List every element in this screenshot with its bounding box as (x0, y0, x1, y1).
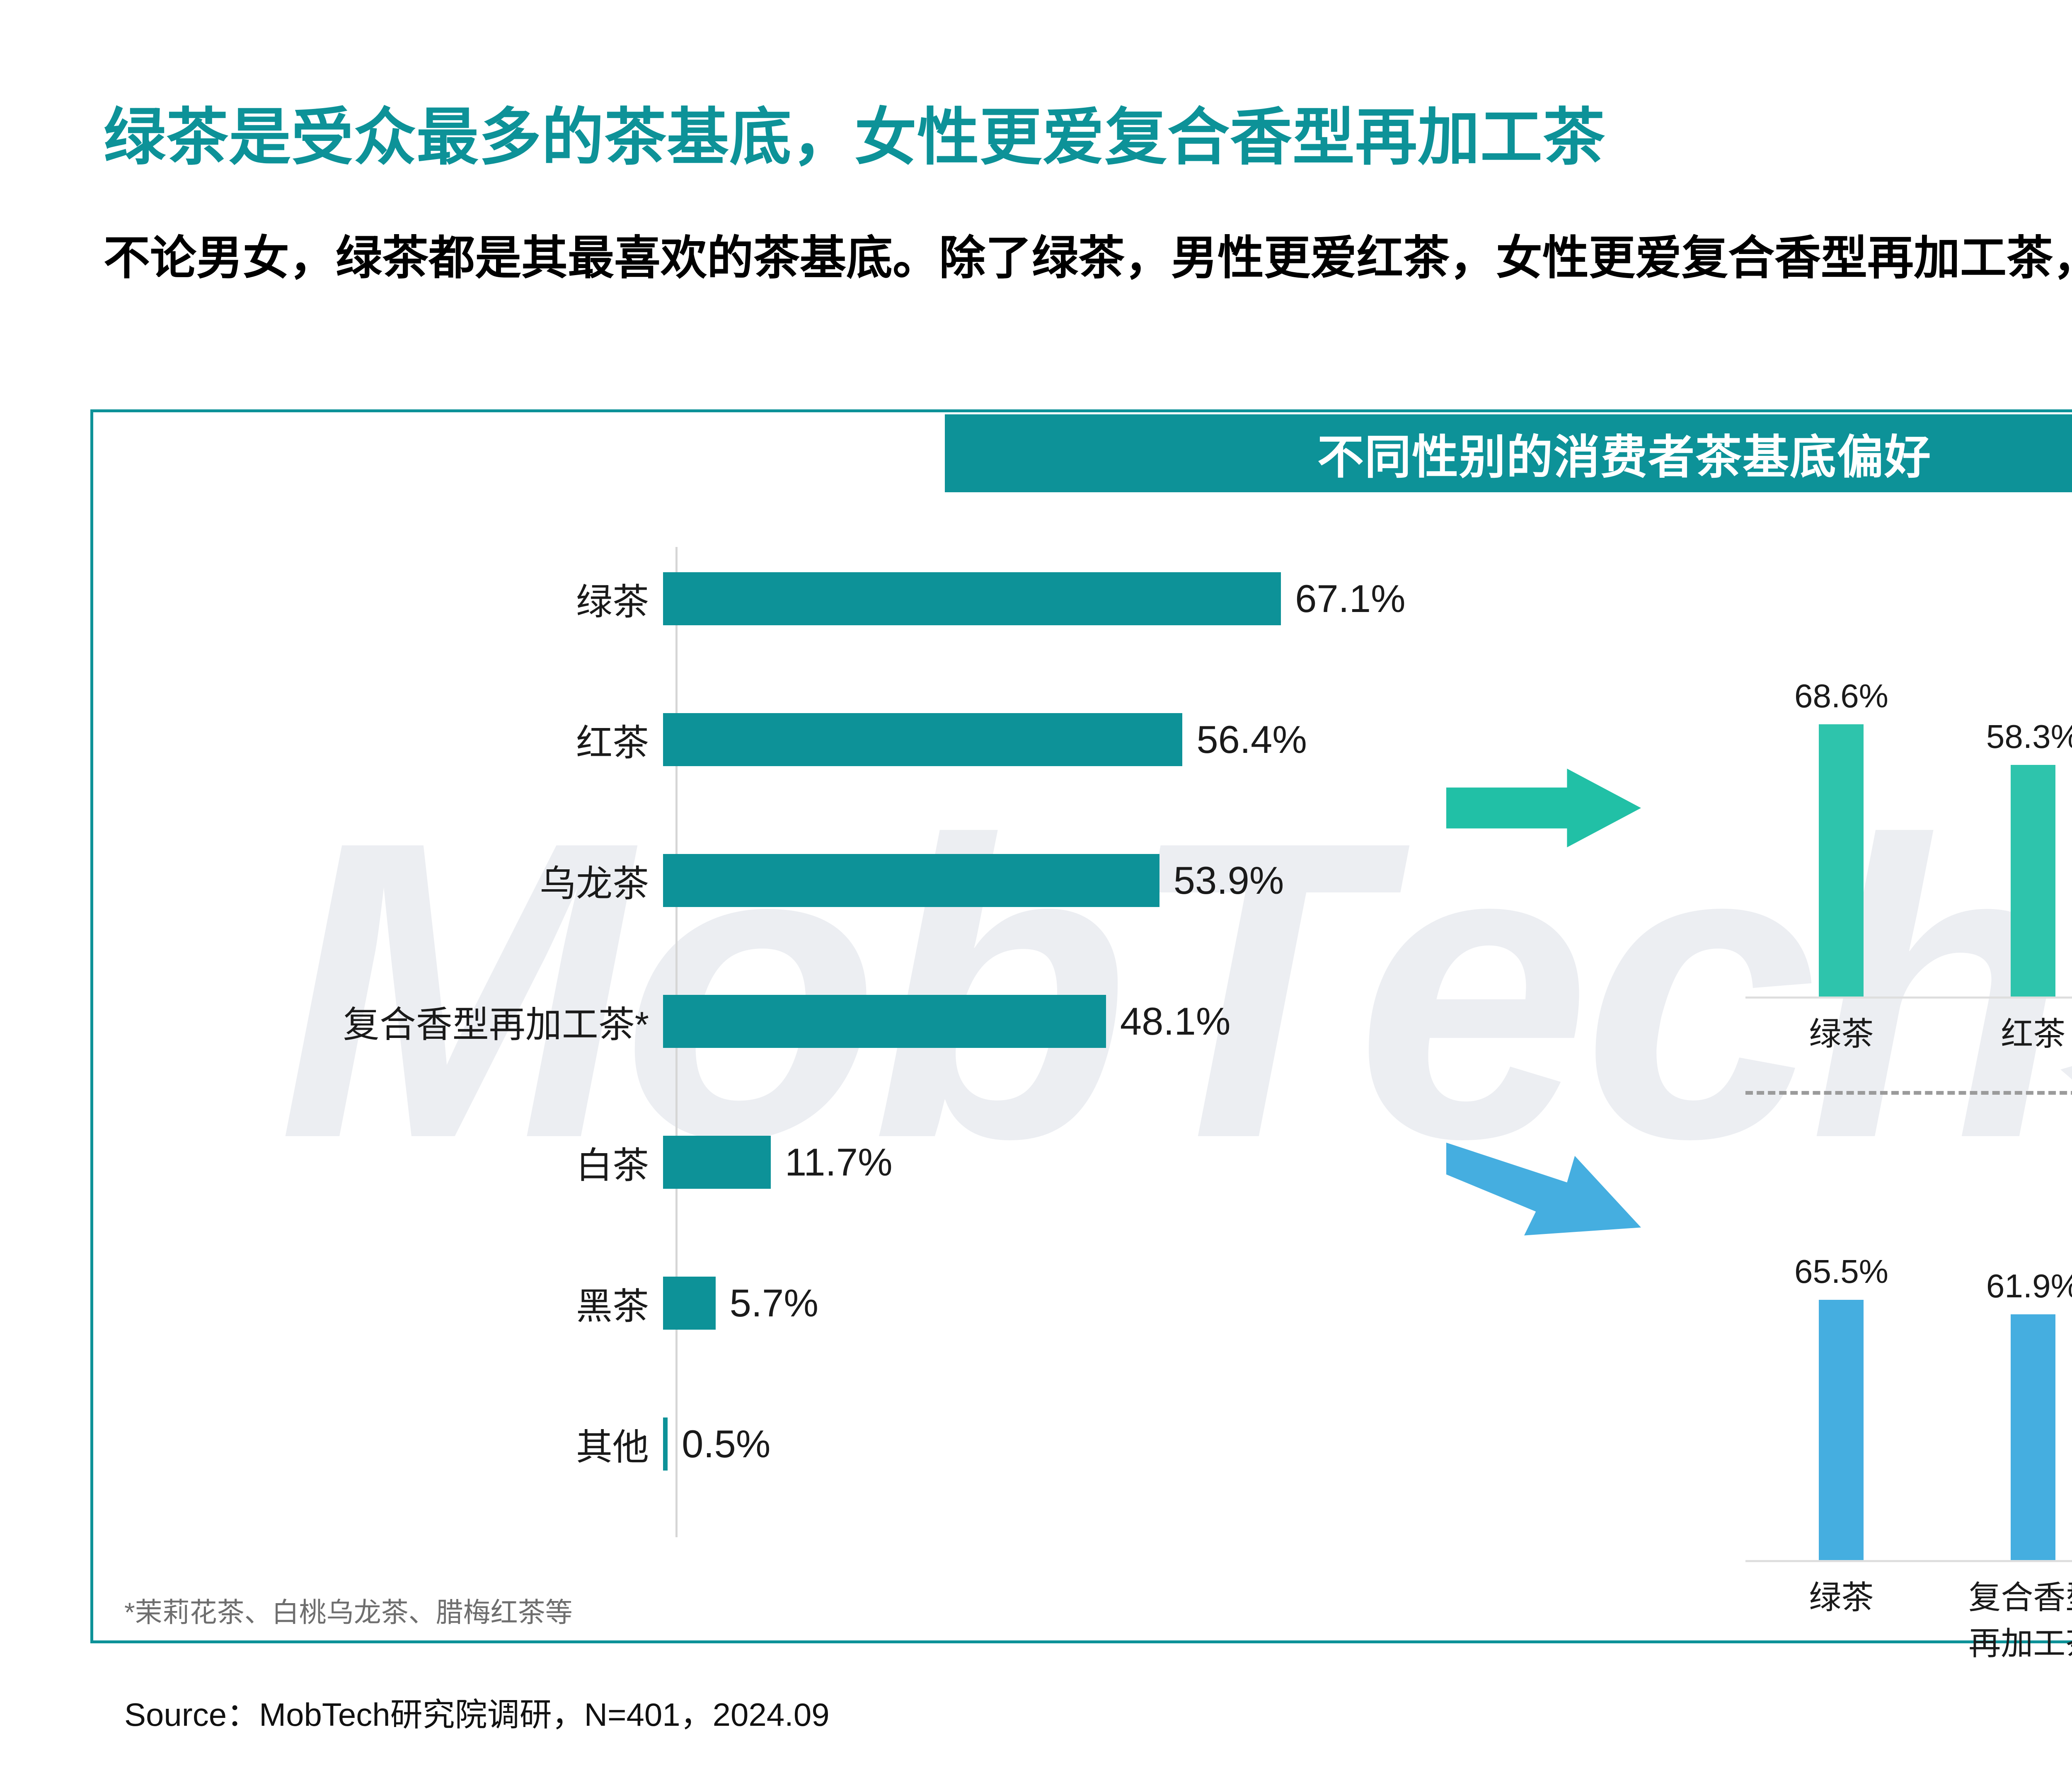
page-title: 绿茶是受众最多的茶基底，女性更爱复合香型再加工茶 (104, 102, 1606, 172)
overall-bar (663, 854, 1159, 907)
female-bar-column: 61.9% (1937, 1208, 2072, 1560)
chart-card (90, 409, 2072, 1643)
overall-bar-row: 其他 0.5% (232, 1401, 1434, 1488)
male-category-label: 红茶 (2001, 1016, 2066, 1052)
overall-bar-value-label: 53.9% (1173, 859, 1284, 902)
overall-bar (663, 1417, 668, 1471)
overall-bar-category-label: 复合香型再加工茶* (343, 1004, 649, 1045)
male-bar (2011, 765, 2056, 997)
overall-bar-row: 黑茶 5.7% (232, 1260, 1434, 1347)
female-bar-column: 65.5% (1745, 1208, 1937, 1560)
female-bar (2011, 1314, 2056, 1560)
overall-bar-row: 红茶 56.4% (232, 696, 1434, 783)
overall-bar (663, 572, 1281, 625)
chart-banner-title: 不同性别的消费者茶基底偏好 (1317, 431, 1932, 483)
female-chart-baseline (1745, 1560, 2072, 1562)
overall-bar-value-label: 0.5% (682, 1422, 771, 1466)
footnote: *茉莉花茶、白桃乌龙茶、腊梅红茶等 (124, 1597, 573, 1628)
overall-bar-category-label: 红茶 (576, 722, 649, 763)
female-category-label: 绿茶 (1809, 1579, 1874, 1616)
male-bar-column: 68.6% (1745, 644, 1937, 997)
chart-divider (1745, 1091, 2072, 1095)
male-chart-baseline (1745, 997, 2072, 999)
female-chart-plot: 65.5%61.9%59.4%54.3%9.1%4.1%0.5% (1745, 1208, 2072, 1560)
page-subtitle: 不论男女，绿茶都是其最喜欢的茶基底。除了绿茶，男性更爱红茶，女性更爱复合香型再加… (104, 232, 2072, 284)
overall-bar-row: 白茶 11.7% (232, 1119, 1434, 1206)
male-bar-value-label: 58.3% (1986, 718, 2072, 755)
overall-bar-category-label: 绿茶 (576, 581, 649, 622)
female-bar-value-label: 61.9% (1986, 1267, 2072, 1304)
chart-banner: 不同性别的消费者茶基底偏好 (945, 414, 2072, 492)
male-bar-column: 58.3% (1937, 644, 2072, 997)
overall-bar-category-label: 白茶 (576, 1144, 649, 1186)
male-bar (1819, 724, 1864, 997)
female-bar (1819, 1300, 1864, 1560)
overall-bar (663, 713, 1183, 766)
overall-bar-value-label: 67.1% (1295, 577, 1406, 620)
male-bar-chart: 茶基底偏好（男性） 68.6%58.3%48.5%34.8%14.2%7.4%0… (1745, 572, 2072, 1061)
male-category-label: 绿茶 (1809, 1016, 1874, 1052)
overall-bar-row: 复合香型再加工茶* 48.1% (232, 978, 1434, 1065)
overall-bar-category-label: 乌龙茶 (539, 863, 649, 904)
overall-bar-value-label: 5.7% (729, 1281, 818, 1325)
male-chart-title: 茶基底偏好（男性） (1745, 572, 2072, 626)
female-chart-category-labels: 绿茶复合香型再加工茶乌龙茶红茶白茶黑茶其他 (1745, 1575, 2072, 1667)
female-bar-chart: 茶基地偏好（女性） 65.5%61.9%59.4%54.3%9.1%4.1%0.… (1745, 1135, 2072, 1662)
overall-bar-value-label: 11.7% (785, 1140, 893, 1184)
overall-bar (663, 1277, 716, 1330)
overall-bar-row: 乌龙茶 53.9% (232, 837, 1434, 924)
overall-bar (663, 1136, 771, 1189)
female-bar-value-label: 65.5% (1794, 1253, 1888, 1290)
overall-bar-category-label: 黑茶 (576, 1285, 649, 1327)
overall-bar-chart: 绿茶 67.1% 红茶 56.4% 乌龙茶 53.9% 复合香型再加工茶* 48.1% 白茶 11… (232, 547, 1434, 1537)
male-bar-value-label: 68.6% (1794, 677, 1888, 714)
overall-bar-value-label: 48.1% (1120, 999, 1231, 1043)
overall-bar (663, 995, 1106, 1048)
source-line: Source：MobTech研究院调研，N=401，2024.09 (124, 1696, 830, 1733)
overall-bar-value-label: 56.4% (1196, 718, 1307, 761)
overall-bar-row: 绿茶 67.1% (232, 555, 1434, 642)
male-chart-category-labels: 绿茶红茶乌龙茶复合香型再加工茶白茶黑茶其他 (1745, 1011, 2072, 1103)
male-chart-plot: 68.6%58.3%48.5%34.8%14.2%7.4%0.5% (1745, 644, 2072, 997)
overall-bar-category-label: 其他 (576, 1426, 649, 1468)
female-chart-title: 茶基地偏好（女性） (1745, 1135, 2072, 1189)
female-category-label: 复合香型再加工茶 (1968, 1579, 2072, 1662)
